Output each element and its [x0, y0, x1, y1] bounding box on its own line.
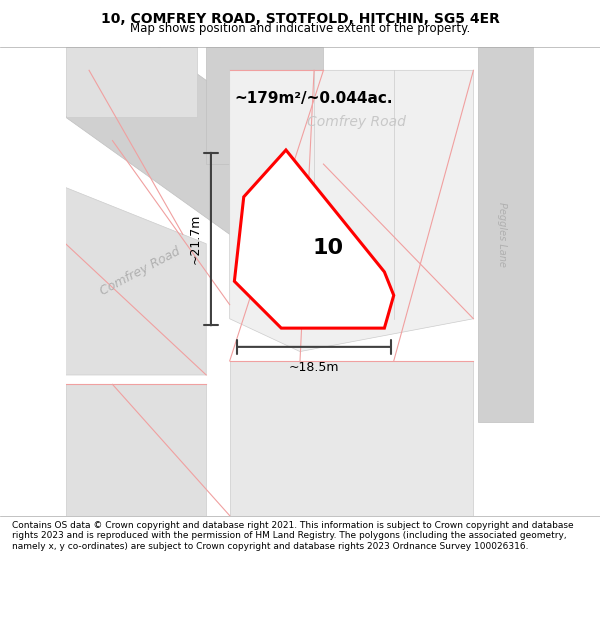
Text: Contains OS data © Crown copyright and database right 2021. This information is : Contains OS data © Crown copyright and d…: [12, 521, 574, 551]
Text: 10, COMFREY ROAD, STOTFOLD, HITCHIN, SG5 4ER: 10, COMFREY ROAD, STOTFOLD, HITCHIN, SG5…: [101, 12, 499, 26]
Text: Comfrey Road: Comfrey Road: [307, 115, 406, 129]
Polygon shape: [478, 47, 535, 422]
Text: Peggles Lane: Peggles Lane: [497, 202, 506, 267]
Polygon shape: [230, 361, 473, 516]
Polygon shape: [206, 47, 323, 164]
Text: 10: 10: [313, 238, 344, 259]
Text: ~18.5m: ~18.5m: [289, 361, 340, 374]
Polygon shape: [65, 188, 206, 375]
Polygon shape: [230, 70, 473, 351]
Text: Comfrey Road: Comfrey Road: [98, 245, 183, 299]
Polygon shape: [65, 47, 323, 234]
Text: Map shows position and indicative extent of the property.: Map shows position and indicative extent…: [130, 22, 470, 35]
Polygon shape: [65, 47, 197, 118]
Polygon shape: [235, 150, 394, 328]
Text: ~21.7m: ~21.7m: [188, 214, 202, 264]
Text: ~179m²/~0.044ac.: ~179m²/~0.044ac.: [235, 91, 393, 106]
Polygon shape: [65, 384, 206, 516]
